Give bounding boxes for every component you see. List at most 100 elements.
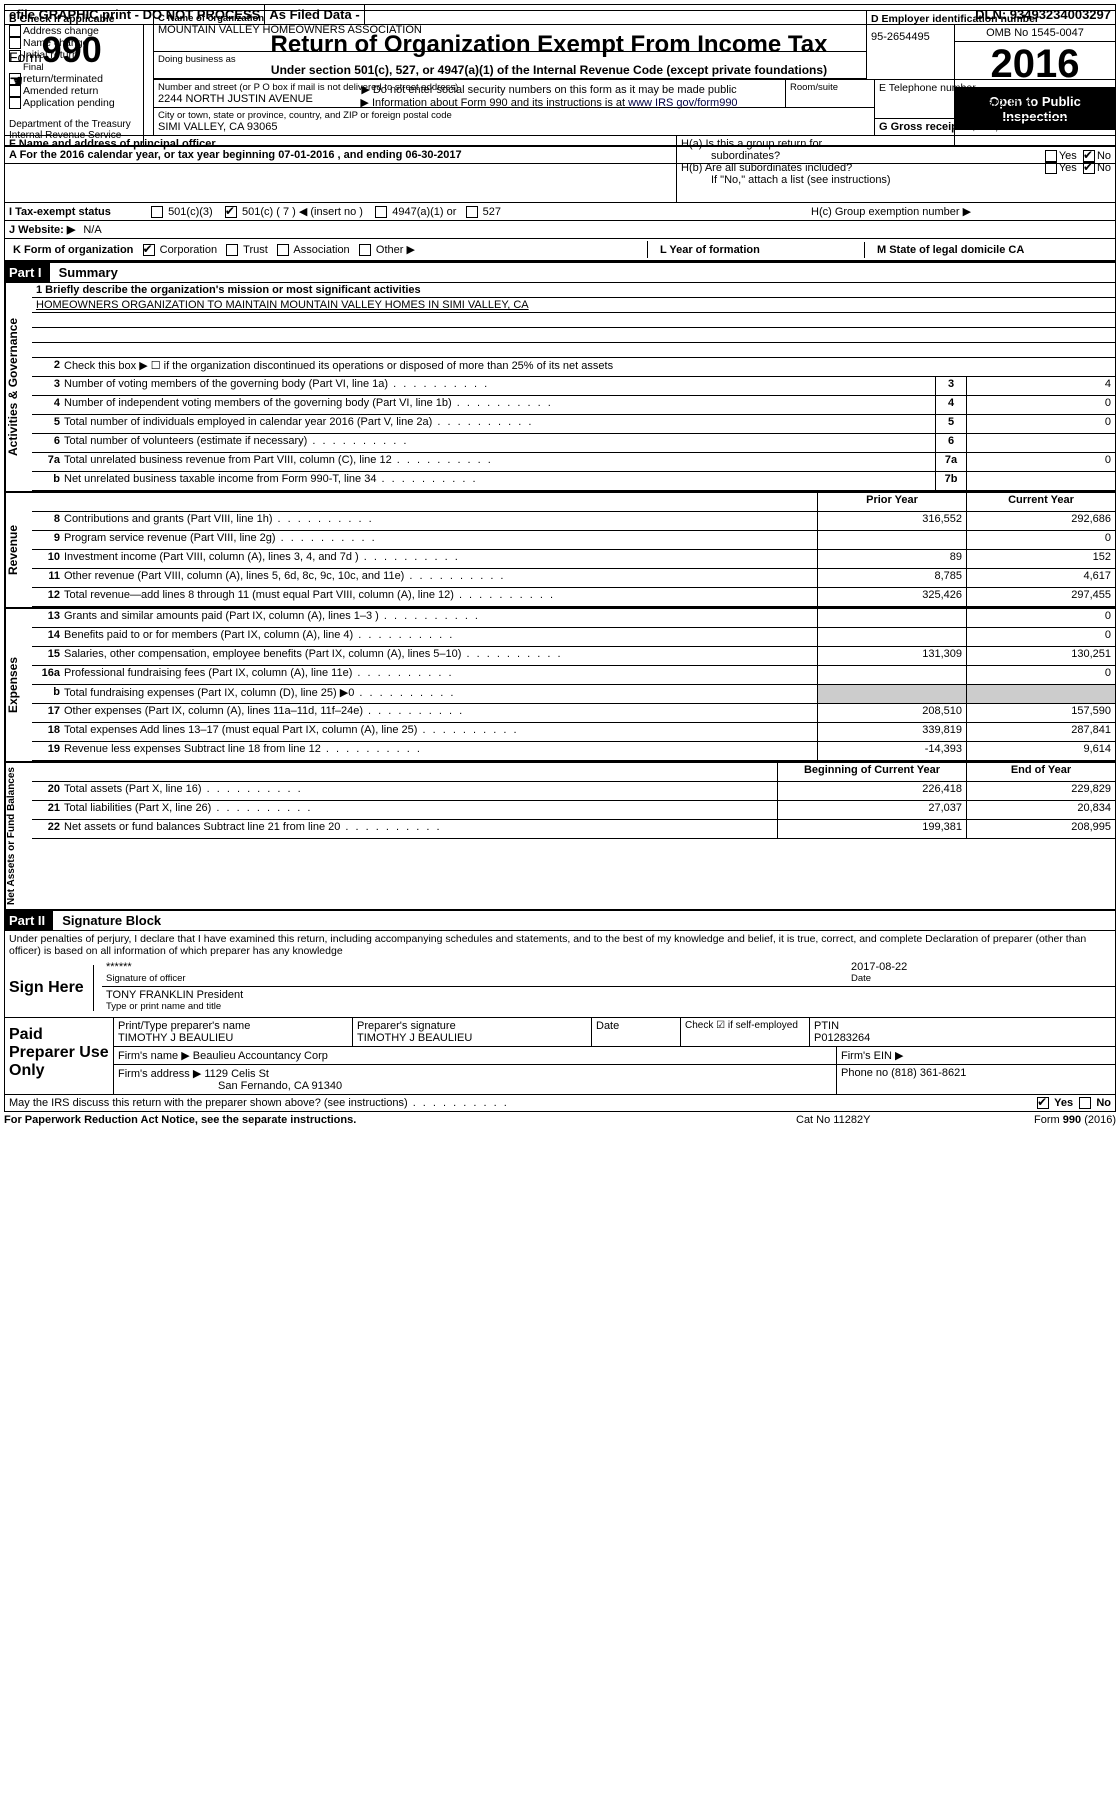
checkbox-amended[interactable]: [9, 85, 21, 97]
part2-title: Signature Block: [62, 913, 161, 928]
section-i: I Tax-exempt status 501(c)(3) 501(c) ( 7…: [4, 203, 1116, 221]
firm-name: Beaulieu Accountancy Corp: [193, 1050, 328, 1062]
vtab-expenses: Expenses: [5, 609, 32, 761]
city-state-zip: SIMI VALLEY, CA 93065: [158, 121, 870, 133]
revenue-section: Revenue Prior Year Current Year 8Contrib…: [4, 493, 1116, 609]
hb-note: If "No," attach a list (see instructions…: [681, 174, 1111, 186]
summary-line: bNet unrelated business taxable income f…: [32, 472, 1115, 491]
summary-line: 4Number of independent voting members of…: [32, 396, 1115, 415]
cb-trust[interactable]: [226, 244, 238, 256]
summary-line: 14Benefits paid to or for members (Part …: [32, 628, 1115, 647]
opt-501c: 501(c) ( 7 ) ◀ (insert no ): [242, 206, 363, 218]
col-current-year: Current Year: [966, 493, 1115, 511]
checkbox-name-change[interactable]: [9, 37, 21, 49]
vtab-governance: Activities & Governance: [5, 283, 32, 491]
ein-label: D Employer identification number: [871, 13, 1039, 25]
part1-title: Summary: [59, 265, 118, 280]
mission-label: 1 Briefly describe the organization's mi…: [36, 284, 421, 296]
cb-501c[interactable]: [225, 206, 237, 218]
checkbox-app-pending[interactable]: [9, 97, 21, 109]
opt-4947: 4947(a)(1) or: [392, 206, 456, 218]
part2-header-row: Part II Signature Block: [4, 911, 1116, 931]
hc-label: H(c) Group exemption number ▶: [811, 205, 1111, 218]
section-b: B Check if applicable Address change Nam…: [5, 11, 154, 135]
discuss-no-lbl: No: [1096, 1097, 1111, 1109]
gross-receipts-label: G Gross receipts $: [879, 121, 977, 133]
part1-header-row: Part I Summary: [4, 262, 1116, 283]
ein: 95-2654495: [871, 25, 1111, 43]
paperwork-notice: For Paperwork Reduction Act Notice, see …: [4, 1114, 796, 1126]
sig-date: 2017-08-22: [851, 961, 1111, 973]
checkbox-final-return[interactable]: [9, 73, 21, 85]
cb-corp[interactable]: [143, 244, 155, 256]
vtab-netassets: Net Assets or Fund Balances: [5, 763, 32, 909]
sign-here-label: Sign Here: [5, 959, 93, 1017]
section-fh: F Name and address of principal officer …: [4, 136, 1116, 203]
section-j: J Website: ▶ N/A: [4, 221, 1116, 239]
line2: Check this box ▶ ☐ if the organization d…: [62, 358, 1115, 376]
b2: Initial return: [23, 49, 78, 61]
net-assets-section: Net Assets or Fund Balances Beginning of…: [4, 763, 1116, 911]
yes-lbl: Yes: [1059, 150, 1077, 162]
summary-line: 3Number of voting members of the governi…: [32, 377, 1115, 396]
no-lbl2: No: [1097, 162, 1111, 174]
summary-line: bTotal fundraising expenses (Part IX, co…: [32, 685, 1115, 704]
cb-501c3[interactable]: [151, 206, 163, 218]
summary-line: 10Investment income (Part VIII, column (…: [32, 550, 1115, 569]
cb-4947[interactable]: [375, 206, 387, 218]
summary-line: 20Total assets (Part X, line 16)226,4182…: [32, 782, 1115, 801]
signature-block: Sign Here ****** Signature of officer 20…: [4, 959, 1116, 1112]
part2-badge: Part II: [5, 911, 53, 930]
hb-yes[interactable]: [1045, 162, 1057, 174]
cb-other[interactable]: [359, 244, 371, 256]
website-value: N/A: [83, 224, 101, 236]
phone-number: (805) 522-1136: [879, 94, 1111, 110]
hb-label: H(b) Are all subordinates included?: [681, 162, 1045, 174]
cat-no: Cat No 11282Y: [796, 1114, 956, 1126]
summary-line: 5Total number of individuals employed in…: [32, 415, 1115, 434]
checkbox-initial-return[interactable]: [9, 50, 21, 62]
addr-label: Number and street (or P O box if mail is…: [158, 82, 781, 93]
cb-527[interactable]: [466, 206, 478, 218]
b1: Name change: [23, 37, 88, 49]
perjury-statement: Under penalties of perjury, I declare th…: [4, 931, 1116, 959]
state-domicile: M State of legal domicile CA: [877, 244, 1024, 256]
ha-yes[interactable]: [1045, 150, 1057, 162]
summary-line: 6Total number of volunteers (estimate if…: [32, 434, 1115, 453]
discuss-question: May the IRS discuss this return with the…: [9, 1097, 408, 1109]
ptin: P01283264: [814, 1032, 1111, 1044]
summary-line: 22Net assets or fund balances Subtract l…: [32, 820, 1115, 839]
street-address: 2244 NORTH JUSTIN AVENUE: [158, 93, 781, 105]
summary-line: 13Grants and similar amounts paid (Part …: [32, 609, 1115, 628]
col-eoy: End of Year: [966, 763, 1115, 781]
section-k: K Form of organization Corporation Trust…: [4, 239, 1116, 262]
opt-527: 527: [483, 206, 501, 218]
part1-badge: Part I: [5, 263, 50, 282]
form-ref: Form 990 (2016): [956, 1114, 1116, 1126]
b0: Address change: [23, 25, 99, 37]
cb-assoc[interactable]: [277, 244, 289, 256]
sig-officer-label: Signature of officer: [106, 973, 851, 984]
hb-no[interactable]: [1083, 162, 1095, 174]
summary-line: 17Other expenses (Part IX, column (A), l…: [32, 704, 1115, 723]
summary-line: 16aProfessional fundraising fees (Part I…: [32, 666, 1115, 685]
discuss-no[interactable]: [1079, 1097, 1091, 1109]
org-name: MOUNTAIN VALLEY HOMEOWNERS ASSOCIATION: [158, 24, 862, 36]
officer-name-title: TONY FRANKLIN President: [106, 989, 1111, 1001]
c-name-label: C Name of organization: [158, 13, 264, 24]
summary-line: 8Contributions and grants (Part VIII, li…: [32, 512, 1115, 531]
k-label: K Form of organization: [13, 244, 133, 256]
footer: For Paperwork Reduction Act Notice, see …: [4, 1112, 1116, 1128]
checkbox-address-change[interactable]: [9, 25, 21, 37]
b5: Application pending: [23, 97, 115, 109]
vtab-revenue: Revenue: [5, 493, 32, 607]
summary-line: 19Revenue less expenses Subtract line 18…: [32, 742, 1115, 761]
k-trust: Trust: [243, 244, 268, 256]
gross-receipts: 297,455: [977, 121, 1017, 133]
b-label: B Check if applicable: [9, 13, 149, 25]
principal-officer-label: F Name and address of principal officer: [9, 138, 216, 150]
prep-sig: TIMOTHY J BEAULIEU: [357, 1032, 587, 1044]
firm-phone: Phone no (818) 361-8621: [837, 1065, 1115, 1094]
discuss-yes[interactable]: [1037, 1097, 1049, 1109]
expenses-section: Expenses 13Grants and similar amounts pa…: [4, 609, 1116, 763]
